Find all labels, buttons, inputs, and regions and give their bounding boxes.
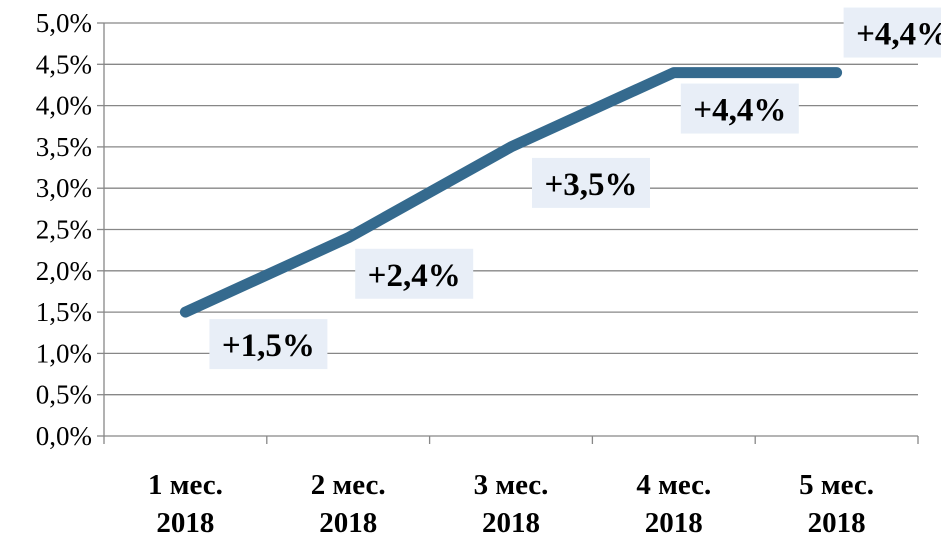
data-label-box: [680, 83, 799, 134]
x-tick-label-line: 2018: [808, 507, 866, 538]
data-labels: +1,5% +2,4% +3,5% +4,4% +4,4%: [209, 7, 941, 370]
data-label: +3,5%: [532, 157, 650, 208]
y-tick-label: 5,0%: [36, 8, 92, 38]
x-tick-label-line: 2018: [319, 507, 377, 538]
x-tick-label: 5 мес. 2018: [799, 469, 874, 538]
x-tick-label: 4 мес. 2018: [636, 469, 711, 538]
x-tick-label-line: 5 мес.: [799, 469, 874, 501]
y-tick-label: 0,5%: [36, 380, 92, 410]
series-line: [179, 67, 843, 318]
data-label-box: [843, 7, 941, 58]
series-group: [179, 67, 843, 318]
x-tick-label-line: 2018: [645, 507, 703, 538]
x-axis-ticks: 1 мес. 2018 2 мес. 2018 3 мес. 2018 4 мес. 2018…: [148, 469, 874, 538]
data-label-text: +1,5%: [222, 328, 315, 364]
y-tick-label: 3,0%: [36, 173, 92, 203]
data-label-text: +4,4%: [856, 17, 941, 53]
y-tick-label: 2,0%: [36, 256, 92, 286]
data-label-text: +3,5%: [544, 167, 637, 203]
data-label: +4,4%: [843, 7, 941, 58]
data-label: +1,5%: [209, 319, 328, 370]
x-tick-label: 3 мес. 2018: [474, 469, 549, 538]
y-tick-label: 1,5%: [36, 297, 92, 327]
x-tick-label-line: 3 мес.: [474, 469, 549, 501]
y-tick-label: 4,5%: [36, 49, 92, 79]
y-axis-ticks: 0,0% 0,5% 1,0% 1,5% 2,0% 2,5% 3,0% 3,5% 4,0% 4,5%…: [36, 8, 92, 451]
x-tick-label: 1 мес. 2018: [148, 469, 223, 538]
data-label-box: [209, 319, 328, 370]
data-label-box: [532, 157, 650, 208]
x-tick-label-line: 2 мес.: [311, 469, 386, 501]
x-tick-label-line: 4 мес.: [636, 469, 711, 501]
y-tick-label: 0,0%: [36, 421, 92, 451]
y-tick-label: 1,0%: [36, 338, 92, 368]
data-label: +4,4%: [680, 83, 799, 134]
data-label-text: +4,4%: [693, 93, 786, 129]
data-label-box: [355, 248, 474, 299]
data-label: +2,4%: [355, 248, 474, 299]
y-tick-label: 4,0%: [36, 91, 92, 121]
axes: [97, 22, 919, 444]
x-tick-label-line: 1 мес.: [148, 469, 223, 501]
x-tick-label: 2 мес. 2018: [311, 469, 386, 538]
x-tick-label-line: 2018: [482, 507, 540, 538]
data-label-text: +2,4%: [368, 258, 461, 294]
y-tick-label: 3,5%: [36, 132, 92, 162]
y-tick-label: 2,5%: [36, 215, 92, 245]
x-tick-label-line: 2018: [156, 507, 214, 538]
